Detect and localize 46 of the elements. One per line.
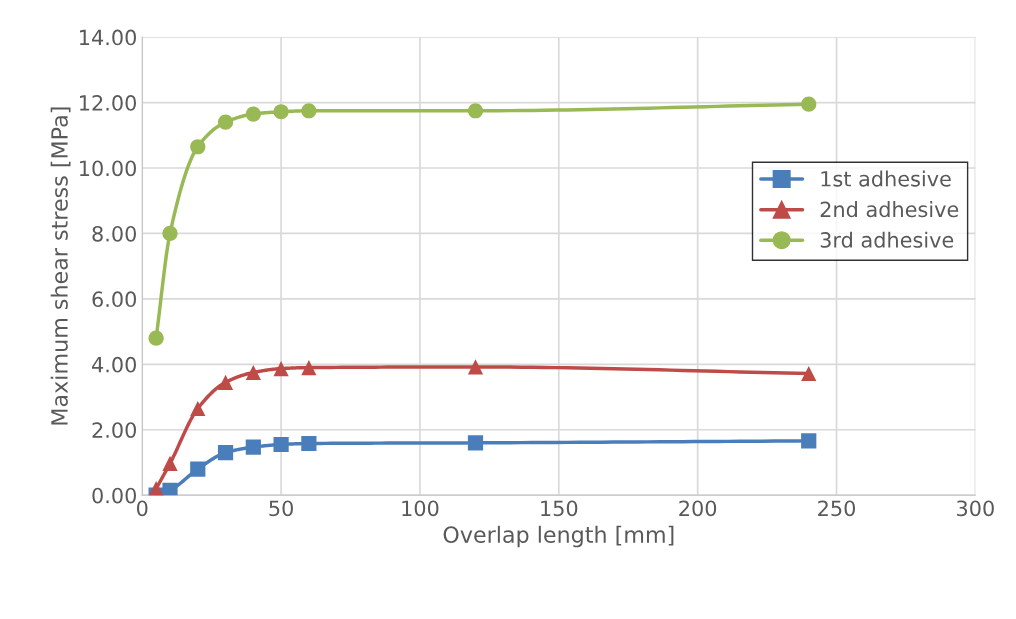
point (217, 114, 234, 130)
point (245, 106, 261, 122)
legend-label: 2nd adhesive (820, 201, 959, 218)
x-tick-label: 100 (402, 500, 439, 517)
y-tick-label: 8.00 (92, 225, 136, 242)
x-tick-label: 50 (269, 500, 293, 517)
point (273, 104, 289, 120)
point (162, 482, 178, 496)
x-axis-title: Overlap length [mm] (443, 525, 674, 548)
point (245, 439, 261, 455)
point (148, 330, 164, 346)
point (467, 359, 484, 375)
point (801, 96, 817, 112)
legend-label: 3rd adhesive (820, 231, 954, 248)
x-tick-label: 200 (679, 500, 717, 517)
point (245, 364, 261, 381)
y-tick-label: 10.00 (80, 160, 136, 177)
point (467, 103, 484, 119)
x-tick-label: 0 (136, 500, 148, 517)
point (301, 103, 317, 119)
y-tick-label: 14.00 (80, 29, 136, 46)
y-axis-title: Maximum shear stress [MPa] (50, 107, 71, 425)
point (301, 435, 317, 452)
point (190, 400, 206, 417)
point (273, 360, 289, 377)
point (148, 481, 164, 496)
x-tick-label: 300 (957, 500, 994, 517)
point (217, 445, 234, 461)
legend-label: 1st adhesive (821, 170, 951, 187)
point (801, 433, 817, 449)
x-tick-label: 250 (818, 500, 856, 517)
x-tick-label: 150 (541, 500, 578, 517)
y-tick-label: 0.00 (92, 487, 136, 504)
y-tick-label: 2.00 (92, 422, 136, 438)
point (217, 374, 234, 390)
point (801, 365, 817, 382)
point (273, 436, 289, 453)
point (162, 455, 178, 472)
point (162, 225, 178, 242)
y-tick-label: 6.00 (92, 291, 136, 308)
point (301, 359, 317, 376)
point (190, 139, 206, 155)
point (190, 461, 206, 477)
y-tick-label: 4.00 (92, 356, 136, 373)
point (467, 435, 484, 451)
y-tick-label: 12.00 (80, 95, 136, 111)
